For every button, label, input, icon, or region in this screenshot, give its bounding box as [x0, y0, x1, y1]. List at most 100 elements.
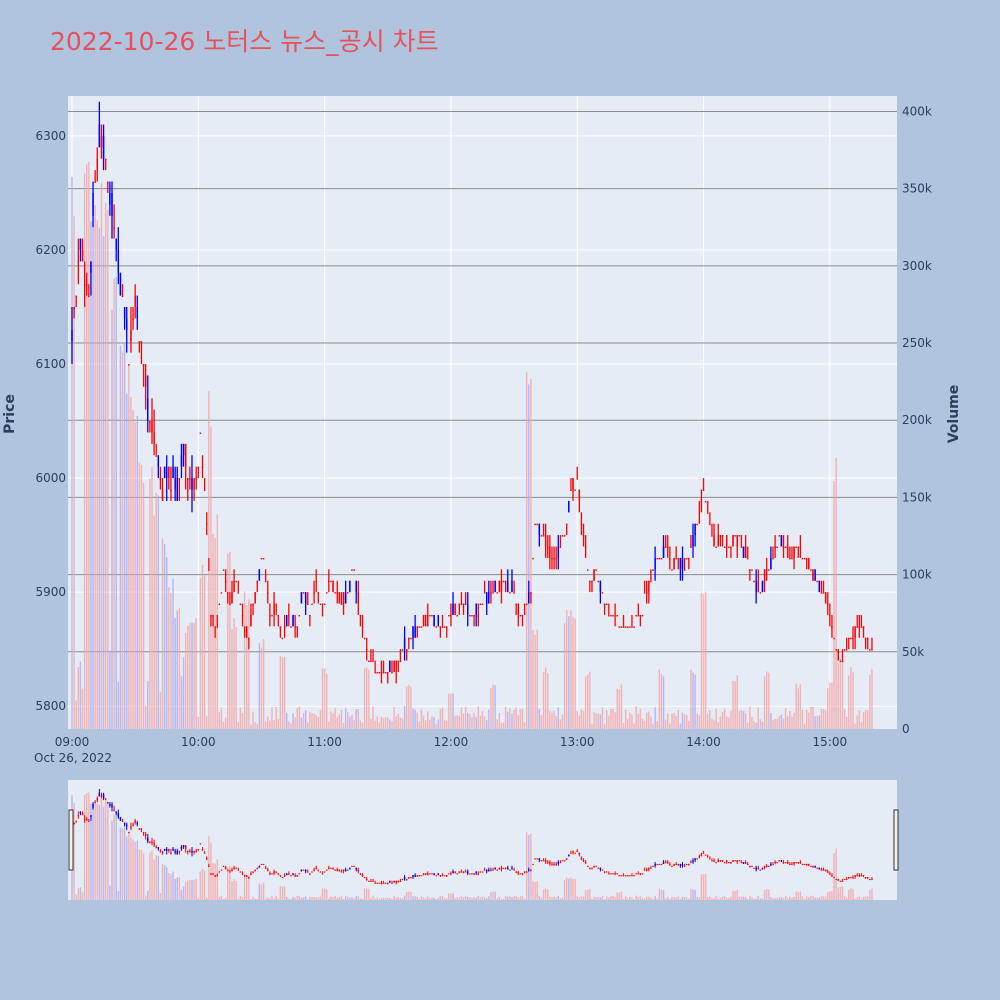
rangeslider-candle-body [231, 869, 233, 872]
volume-bar [721, 711, 724, 729]
candle-body [273, 603, 275, 615]
rangeslider-candle-body [355, 867, 357, 870]
rangeslider-candle-body [479, 871, 482, 873]
candle-body [307, 603, 309, 606]
candle-body [681, 557, 684, 570]
rangeslider-volume-bar [239, 895, 242, 900]
candle-body [107, 181, 109, 184]
candle-body [467, 603, 469, 615]
volume-bar [631, 714, 633, 729]
volume-bar [395, 716, 397, 729]
volume-bar [258, 642, 261, 729]
rangeslider-volume-bar [742, 896, 745, 900]
volume-bar [163, 543, 166, 729]
candle-body [601, 592, 604, 594]
candle-body [757, 580, 760, 593]
rangeslider-candle-body [793, 862, 795, 864]
rangeslider-volume-bar [744, 897, 747, 900]
volume-bar [635, 706, 637, 729]
candle-body [612, 614, 614, 617]
candle-body [759, 592, 762, 594]
candle-body [568, 500, 570, 513]
candle-body [113, 227, 115, 229]
volume-bar [125, 393, 128, 729]
volume-bar [212, 534, 214, 729]
candle-body [100, 135, 103, 148]
rangeslider-volume-bar [557, 895, 560, 900]
volume-bar [599, 714, 602, 729]
rangeslider-volume-bar [107, 801, 109, 900]
volume-bar [349, 716, 351, 729]
candle-body [290, 626, 292, 628]
rangeslider-volume-bar [490, 892, 492, 900]
rangeslider-candle-body [351, 865, 353, 867]
rangeslider-volume-bar [214, 863, 216, 900]
rangeslider-volume-bar [138, 849, 141, 900]
rangeslider-candle-body [723, 862, 726, 864]
volume-bar [75, 700, 77, 729]
rangeslider-candle-body [269, 873, 271, 875]
volume-bar [431, 716, 433, 729]
rangeslider-candle-body [445, 875, 448, 877]
rangeslider-volume-bar [517, 897, 520, 900]
x-tick-label: 12:00 [434, 735, 469, 749]
rangeslider-volume-bar [77, 888, 80, 900]
rangeslider-candle-body [197, 848, 200, 851]
rangeslider-volume-bar [412, 896, 414, 900]
rangeslider-candle-body [692, 860, 694, 863]
volume-bar [267, 716, 269, 729]
volume-bar [553, 710, 555, 729]
candle-body [645, 592, 648, 594]
candle-body [765, 569, 768, 571]
candle-body [401, 649, 404, 651]
rangeslider-volume-bar [568, 878, 570, 900]
rangeslider-candle-body [667, 862, 669, 864]
volume-bar [576, 710, 578, 729]
candle-body [172, 466, 174, 479]
candle-body [839, 660, 842, 663]
rangeslider-volume-bar [452, 893, 454, 900]
candle-body [784, 546, 787, 549]
candle-body [288, 614, 290, 617]
rangeslider-volume-bar [313, 897, 315, 900]
rangeslider-volume-bar [850, 888, 852, 900]
rangeslider-volume-bar [555, 897, 557, 900]
candle-body [848, 637, 850, 640]
volume-bar [827, 688, 829, 729]
volume-bar [176, 610, 178, 729]
rangeslider-candle-body [481, 871, 484, 873]
candle-body [271, 614, 273, 617]
volume-bar [342, 722, 345, 729]
rangeslider-volume-bar [79, 887, 82, 900]
rangeslider-background[interactable] [68, 780, 897, 900]
volume-bar [414, 709, 416, 729]
candle-body [492, 592, 494, 594]
candle-body [494, 580, 496, 593]
volume-bar [784, 708, 787, 729]
main-plot-area[interactable] [68, 96, 897, 729]
rangeslider-candle-body [549, 862, 551, 864]
rangeslider-left-handle[interactable] [68, 809, 74, 871]
rangeslider-candle-body [321, 873, 324, 875]
candle-body [460, 603, 463, 606]
candle-body [408, 637, 410, 640]
volume-bar [132, 410, 134, 729]
rangeslider-volume-bar [667, 897, 669, 900]
rangeslider-candle-body [519, 873, 522, 875]
rangeslider-right-handle[interactable] [893, 809, 899, 871]
candle-body [713, 535, 715, 547]
rangeslider-volume-bar [614, 896, 616, 900]
candle-body [719, 535, 722, 537]
rangeslider-candle-body [94, 802, 96, 804]
rangeslider-candle-body [485, 869, 488, 872]
rangeslider-candle-body [412, 875, 414, 878]
volume-bar [96, 220, 98, 729]
volume-bar [136, 415, 138, 729]
volume-bar [749, 706, 751, 729]
rangeslider-candle-body [258, 865, 261, 868]
volume-layer [71, 161, 873, 730]
rangeslider-candle-body [498, 867, 501, 870]
candle-body [768, 569, 770, 571]
rangeslider-volume-bar [587, 889, 589, 900]
candle-body [780, 535, 783, 547]
